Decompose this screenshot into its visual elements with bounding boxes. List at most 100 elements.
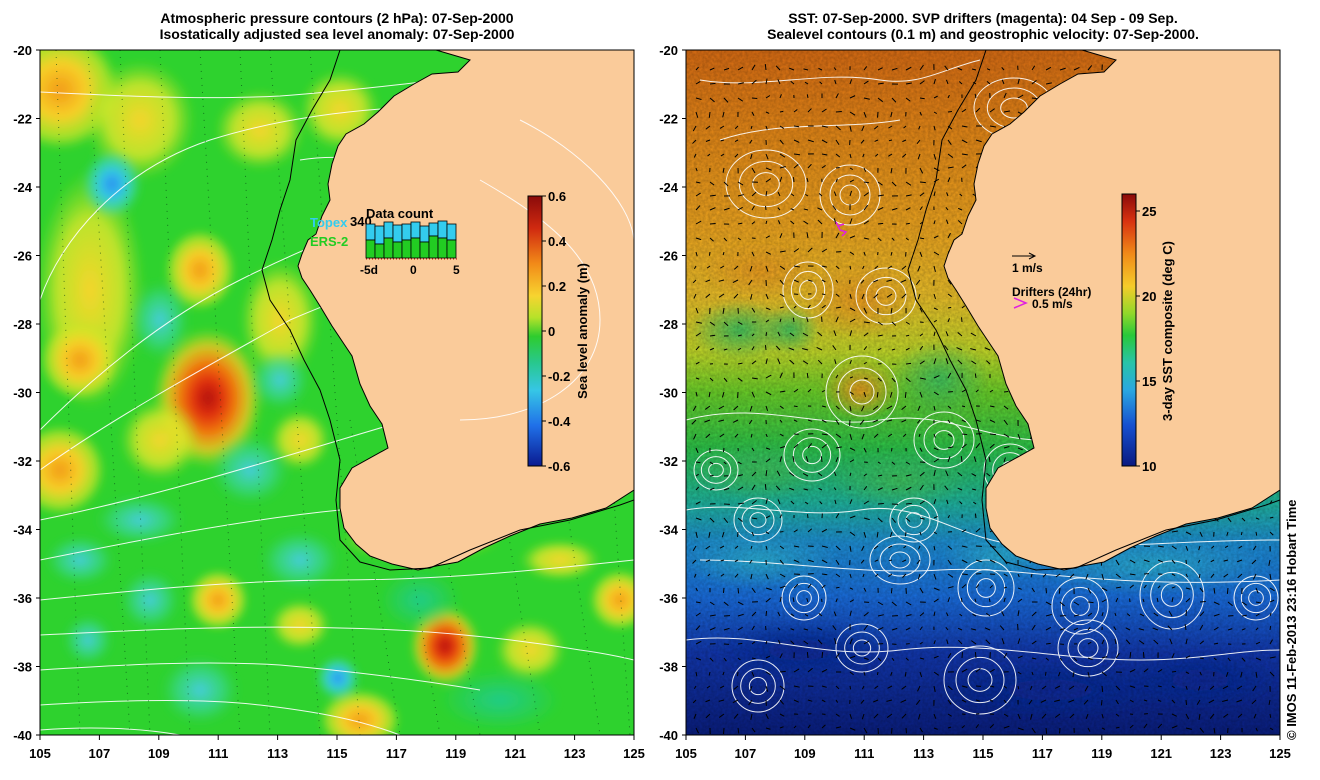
lon-tick-label: 121 bbox=[1150, 746, 1172, 761]
lon-tick-label: 113 bbox=[267, 746, 288, 761]
left-title-line2: Isostatically adjusted sea level anomaly… bbox=[159, 26, 515, 42]
lat-tick-label: -28 bbox=[659, 317, 678, 332]
data-count-inset: Data count 340 Topex ERS-2 -5d 0 5 bbox=[310, 206, 460, 277]
ers2-count-bar bbox=[374, 243, 385, 259]
velocity-scale-label: 1 m/s bbox=[1012, 261, 1043, 275]
ers2-count-bar bbox=[419, 241, 430, 259]
sst-colorbar-label: 3-day SST composite (deg C) bbox=[1160, 241, 1175, 421]
sla-colorbar-tick: 0 bbox=[548, 324, 555, 339]
lat-tick-label: -34 bbox=[659, 523, 679, 538]
ers2-count-bar bbox=[365, 239, 376, 259]
topex-count-bar bbox=[428, 222, 439, 237]
topex-count-bar bbox=[437, 220, 448, 239]
lon-tick-label: 109 bbox=[148, 746, 170, 761]
drifters-legend-value: 0.5 m/s bbox=[1032, 297, 1073, 311]
topex-count-bar bbox=[383, 221, 394, 239]
svp-drifter-tracks bbox=[835, 221, 848, 237]
sst-colorbar: 25 20 15 10 3-day SST composite (deg C) bbox=[1121, 193, 1175, 474]
lon-tick-label: 109 bbox=[794, 746, 816, 761]
sla-colorbar-tick: 0.2 bbox=[548, 279, 566, 294]
right-map bbox=[686, 50, 1280, 735]
right-map-title: SST: 07-Sep-2000. SVP drifters (magenta)… bbox=[686, 10, 1280, 42]
lat-tick-label: -36 bbox=[659, 591, 678, 606]
ers2-count-bar bbox=[401, 239, 412, 259]
sla-colorbar-tick: -0.4 bbox=[548, 414, 571, 429]
topex-count-bar bbox=[419, 225, 430, 243]
sla-colorbar-tick: -0.6 bbox=[548, 459, 570, 474]
left-title-line1: Atmospheric pressure contours (2 hPa): 0… bbox=[160, 10, 514, 26]
sla-colorbar-tick: 0.6 bbox=[548, 189, 566, 204]
sla-colorbar: 0.6 0.4 0.2 0 -0.2 -0.4 -0.6 Sea level anomaly… bbox=[527, 189, 590, 474]
topex-count-bar bbox=[446, 223, 457, 241]
histogram-tick-end: 5 bbox=[453, 263, 460, 277]
ers2-legend: ERS-2 bbox=[310, 234, 348, 249]
topex-count-bar bbox=[392, 224, 403, 243]
ers2-count-bar bbox=[437, 237, 448, 259]
lat-tick-label: -30 bbox=[13, 386, 32, 401]
lon-tick-label: 117 bbox=[1032, 746, 1053, 761]
histogram-tick-start: -5d bbox=[360, 263, 378, 277]
lat-tick-label: -26 bbox=[13, 249, 32, 264]
sst-colorbar-tick: 15 bbox=[1142, 374, 1156, 389]
lon-tick-label: 107 bbox=[89, 746, 111, 761]
sla-colorbar-ramp bbox=[527, 195, 543, 467]
lat-tick-label: -20 bbox=[13, 43, 32, 58]
right-title-line1: SST: 07-Sep-2000. SVP drifters (magenta)… bbox=[788, 10, 1178, 26]
lon-tick-label: 107 bbox=[735, 746, 757, 761]
topex-count-bar bbox=[410, 221, 421, 239]
histogram-tick-zero: 0 bbox=[410, 263, 417, 277]
lat-tick-label: -22 bbox=[659, 112, 678, 127]
velocity-legend: 1 m/s bbox=[1012, 252, 1043, 275]
drifter-legend-arrow bbox=[1013, 297, 1028, 309]
lon-tick-label: 119 bbox=[1091, 746, 1112, 761]
ers2-count-bar bbox=[446, 239, 457, 259]
sla-colorbar-tick: 0.4 bbox=[548, 234, 567, 249]
sst-colorbar-tick: 10 bbox=[1142, 459, 1156, 474]
lat-tick-label: -28 bbox=[13, 317, 32, 332]
lat-tick-label: -34 bbox=[13, 523, 33, 538]
lon-tick-label: 105 bbox=[29, 746, 51, 761]
ers2-count-bar bbox=[392, 241, 403, 259]
lon-tick-label: 105 bbox=[675, 746, 697, 761]
left-map bbox=[40, 50, 634, 735]
ers2-count-bar bbox=[410, 237, 421, 259]
drifters-legend: Drifters (24hr) 0.5 m/s bbox=[1012, 285, 1091, 311]
lon-tick-label: 117 bbox=[386, 746, 407, 761]
lon-tick-label: 125 bbox=[623, 746, 645, 761]
lat-tick-label: -40 bbox=[13, 728, 32, 743]
lat-tick-label: -32 bbox=[13, 454, 32, 469]
lon-tick-label: 115 bbox=[973, 746, 994, 761]
lat-tick-label: -36 bbox=[13, 591, 32, 606]
data-count-histogram bbox=[365, 220, 457, 259]
lon-tick-label: 121 bbox=[504, 746, 526, 761]
sst-colorbar-ramp bbox=[1121, 193, 1137, 467]
lon-tick-label: 125 bbox=[1269, 746, 1291, 761]
lon-tick-label: 119 bbox=[445, 746, 466, 761]
sst-colorbar-tick: 20 bbox=[1142, 289, 1156, 304]
lat-tick-label: -24 bbox=[659, 180, 679, 195]
lat-tick-label: -38 bbox=[659, 660, 678, 675]
topex-legend: Topex bbox=[310, 215, 348, 230]
topex-count-bar bbox=[365, 223, 376, 241]
lat-tick-label: -26 bbox=[659, 249, 678, 264]
map-axes: 105 107 109 111 113 115 117 119 121 123 125-20-22-… bbox=[13, 43, 1291, 761]
data-count-title: Data count bbox=[366, 206, 434, 221]
lon-tick-label: 115 bbox=[327, 746, 348, 761]
lon-tick-label: 123 bbox=[1210, 746, 1232, 761]
copyright-notice: © IMOS 11-Feb-2013 23:16 Hobart Time bbox=[1284, 499, 1299, 740]
left-map-title: Atmospheric pressure contours (2 hPa): 0… bbox=[40, 10, 634, 42]
lon-tick-label: 111 bbox=[208, 746, 228, 761]
sla-colorbar-tick: -0.2 bbox=[548, 369, 570, 384]
ers2-count-bar bbox=[428, 235, 439, 259]
right-title-line2: Sealevel contours (0.1 m) and geostrophi… bbox=[767, 26, 1199, 42]
lat-tick-label: -20 bbox=[659, 43, 678, 58]
shelf-isobath bbox=[261, 50, 634, 571]
ers2-count-bar bbox=[383, 237, 394, 259]
topex-count-bar bbox=[401, 223, 412, 241]
lon-tick-label: 113 bbox=[913, 746, 934, 761]
lat-tick-label: -22 bbox=[13, 112, 32, 127]
lat-tick-label: -40 bbox=[659, 728, 678, 743]
lon-tick-label: 111 bbox=[854, 746, 874, 761]
lat-tick-label: -38 bbox=[13, 660, 32, 675]
